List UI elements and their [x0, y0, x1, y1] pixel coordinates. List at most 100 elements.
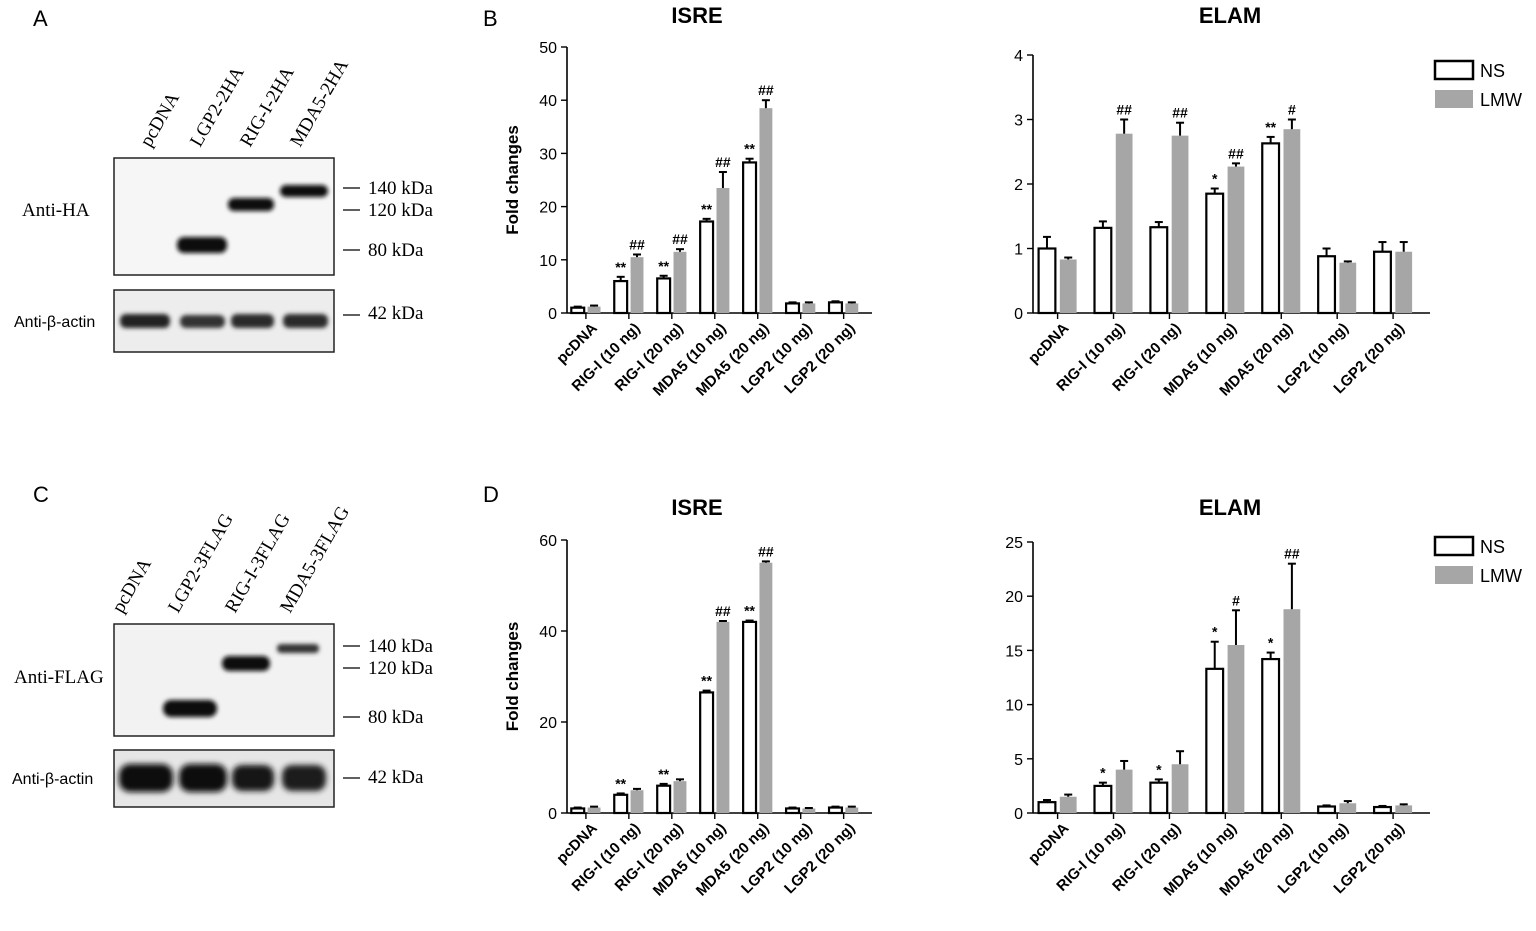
bar-lmw [716, 621, 730, 813]
bar-lmw [1395, 805, 1413, 813]
bar-lmw [673, 781, 687, 813]
marker-label: 140 kDa [368, 636, 433, 657]
bar-lmw [1227, 166, 1245, 313]
blot-band [119, 764, 173, 792]
legend-label-lmw: LMW [1480, 90, 1522, 110]
y-tick-label: 30 [539, 146, 557, 163]
bar-lmw [759, 562, 773, 813]
bar-lmw [716, 187, 730, 313]
bar-ns [613, 279, 629, 315]
legend-b: NS LMW [1433, 59, 1522, 110]
blot-band [280, 185, 328, 197]
marker-label: 80 kDa [368, 707, 424, 728]
y-tick-label: 3 [1014, 113, 1023, 130]
legend-label-ns: NS [1480, 61, 1505, 81]
significance-ns: ** [615, 259, 626, 275]
bar-ns [1261, 657, 1281, 815]
blot-band [163, 700, 217, 717]
legend-d: NS LMW [1433, 535, 1522, 586]
bar-lmw [1115, 769, 1133, 813]
bar-ns [784, 302, 801, 315]
antibody-label: Anti-FLAG [14, 667, 104, 688]
chart-title: ELAM [1199, 495, 1261, 520]
y-tick-label: 25 [1005, 535, 1023, 552]
significance-ns: ** [615, 775, 626, 791]
significance-ns: * [1156, 761, 1162, 777]
bar-ns [1317, 255, 1337, 315]
blot-band [222, 656, 270, 671]
panel-label-b: B [483, 6, 498, 31]
x-tick-label: pcDNA [1025, 820, 1072, 867]
bar-ns [1372, 805, 1392, 815]
bar-lmw [1227, 644, 1245, 813]
legend-swatch-lmw [1435, 90, 1473, 108]
bar-lmw [1339, 262, 1357, 313]
significance-lmw: # [1288, 102, 1296, 118]
bar-lmw [802, 808, 816, 813]
blot-band [283, 314, 328, 328]
y-tick-label: 15 [1005, 643, 1023, 660]
significance-ns: ** [658, 766, 669, 782]
significance-ns: ** [744, 603, 755, 619]
chart-title: ISRE [671, 495, 722, 520]
blot-band [277, 644, 319, 653]
y-tick-label: 0 [1014, 306, 1023, 323]
significance-ns: ** [701, 201, 712, 217]
blot-band [120, 314, 170, 328]
bar-ns [827, 301, 844, 315]
bar-lmw [587, 807, 601, 813]
significance-lmw: ## [1284, 546, 1300, 562]
marker-label: 42 kDa [368, 767, 424, 788]
bar-ns [1037, 801, 1057, 815]
bar-lmw [759, 108, 773, 314]
bar-ns [1261, 142, 1281, 315]
significance-lmw: ## [1172, 105, 1188, 121]
significance-ns: * [1100, 765, 1106, 781]
bar-ns [742, 620, 758, 815]
bar-lmw [1059, 259, 1077, 313]
significance-ns: ** [1265, 119, 1276, 135]
y-tick-label: 2 [1014, 177, 1023, 194]
y-tick-label: 1 [1014, 242, 1023, 259]
bar-lmw [1115, 133, 1133, 313]
significance-lmw: ## [672, 231, 688, 247]
bar-ns [1093, 784, 1113, 815]
bar-ns [699, 220, 715, 315]
y-tick-label: 0 [548, 806, 557, 823]
y-axis-label: Fold changes [503, 125, 522, 235]
bar-ns [784, 807, 801, 815]
bar-lmw [1059, 796, 1077, 813]
significance-ns: ** [744, 141, 755, 157]
bar-ns [1205, 667, 1225, 815]
chart-title: ELAM [1199, 3, 1261, 28]
bar-ns [570, 807, 586, 815]
panel-label-c: C [33, 482, 49, 507]
x-tick-label: pcDNA [1025, 320, 1072, 367]
bar-ns [656, 277, 672, 315]
legend-swatch-ns [1433, 535, 1475, 557]
significance-ns: ** [701, 673, 712, 689]
bar-ns [742, 161, 758, 315]
y-axis-label: Fold changes [503, 622, 522, 732]
marker-label: 140 kDa [368, 178, 433, 199]
bar-ns [570, 306, 586, 315]
blot-band [179, 764, 227, 792]
y-tick-label: 10 [539, 253, 557, 270]
panel-label-a: A [33, 6, 48, 31]
legend-swatch-lmw [1435, 566, 1473, 584]
bar-ns [1372, 250, 1392, 315]
blot-membrane [113, 157, 335, 276]
antibody-label: Anti-β-actin [12, 771, 93, 788]
blot-band [282, 765, 326, 791]
bar-ns [1093, 226, 1113, 315]
marker-label: 42 kDa [368, 303, 424, 324]
panel-label-d: D [483, 482, 499, 507]
significance-lmw: ## [758, 543, 774, 559]
lane-label: pcDNA [108, 555, 156, 617]
marker-label: 120 kDa [368, 658, 433, 679]
significance-lmw: ## [715, 154, 731, 170]
